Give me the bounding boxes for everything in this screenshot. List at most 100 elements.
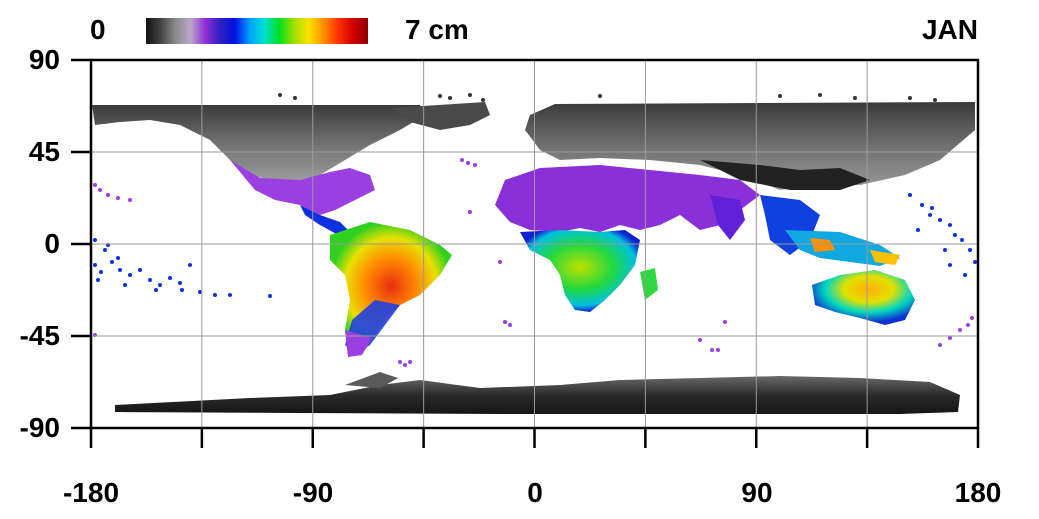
island-dot (938, 218, 942, 222)
island-dot (118, 268, 122, 272)
y-tick-label: -45 (19, 320, 60, 351)
island-dot (460, 158, 464, 162)
x-tick-label: 90 (741, 477, 773, 508)
island-dot (966, 323, 970, 327)
island-dot (228, 293, 232, 297)
island-dot (268, 294, 272, 298)
island-dot (973, 260, 977, 264)
island-dot (948, 223, 952, 227)
antarctica (115, 376, 960, 414)
island-dot (908, 96, 912, 100)
x-tick-label: 0 (527, 477, 543, 508)
island-dot (278, 93, 282, 97)
australia (812, 270, 915, 325)
island-dot (968, 248, 972, 252)
island-dot (128, 273, 132, 277)
island-dot (466, 161, 470, 165)
island-dot (598, 94, 602, 98)
island-dot (99, 270, 103, 274)
island-dot (953, 233, 957, 237)
island-dot (970, 316, 974, 320)
island-dot (716, 348, 720, 352)
island-dot (948, 263, 952, 267)
island-dot (933, 98, 937, 102)
island-dot (293, 96, 297, 100)
island-dot (438, 94, 442, 98)
island-dots (93, 93, 977, 367)
island-dot (116, 196, 120, 200)
island-dot (908, 193, 912, 197)
island-dot (154, 288, 158, 292)
island-dot (110, 260, 114, 264)
y-tick-label: 0 (44, 228, 60, 259)
madagascar (640, 268, 658, 300)
island-dot (178, 281, 182, 285)
north-africa-europe (495, 165, 760, 232)
island-dot (116, 256, 120, 260)
island-dot (93, 238, 97, 242)
eurasia-high-lat (525, 102, 975, 190)
grid-lines (91, 60, 978, 428)
island-dot (853, 96, 857, 100)
island-dot (498, 260, 502, 264)
island-dot (408, 360, 412, 364)
island-dot (398, 360, 402, 364)
island-dot (123, 283, 127, 287)
greenland (392, 102, 490, 130)
north-america-high-lat (92, 105, 425, 180)
island-dot (920, 203, 924, 207)
island-dot (943, 248, 947, 252)
island-dot (958, 328, 962, 332)
island-dot (473, 163, 477, 167)
island-dot (698, 338, 702, 342)
siberia-dark (700, 160, 870, 190)
island-dot (448, 96, 452, 100)
island-dot (168, 276, 172, 280)
island-dot (930, 206, 934, 210)
island-dot (928, 213, 932, 217)
north-america-south (230, 160, 375, 215)
y-tick-label: 45 (28, 136, 60, 167)
y-tick-label: 90 (28, 44, 60, 75)
axis-ticks (71, 58, 980, 448)
island-dot (723, 320, 727, 324)
africa (520, 230, 640, 312)
island-dot (818, 93, 822, 97)
island-dot (508, 323, 512, 327)
y-tick-label: -90 (19, 412, 60, 443)
island-dot (960, 238, 964, 242)
island-dot (158, 283, 162, 287)
island-dot (96, 278, 100, 282)
island-dot (213, 293, 217, 297)
island-dot (468, 210, 472, 214)
island-dot (180, 288, 184, 292)
island-dot (93, 183, 97, 187)
island-dot (778, 94, 782, 98)
colorbar (146, 18, 368, 44)
month-label: JAN (921, 14, 978, 45)
island-dot (710, 348, 714, 352)
scale-max-label: 7 cm (405, 14, 469, 45)
island-dot (188, 263, 192, 267)
new-guinea (870, 250, 900, 265)
island-dot (138, 268, 142, 272)
island-dot (916, 228, 920, 232)
patagonia (345, 330, 372, 357)
island-dot (106, 193, 110, 197)
island-dot (938, 343, 942, 347)
x-tick-label: -180 (62, 477, 120, 508)
island-dot (481, 98, 485, 102)
island-dot (103, 248, 107, 252)
antarctic-peninsula (345, 372, 398, 388)
island-dot (148, 278, 152, 282)
island-dot (503, 320, 507, 324)
maritime-core (810, 238, 835, 252)
x-tick-label: -90 (292, 477, 334, 508)
island-dot (128, 198, 132, 202)
south-asia (710, 195, 745, 240)
island-dot (98, 188, 102, 192)
land-fields (92, 102, 975, 414)
island-dot (468, 93, 472, 97)
x-tick-label: 180 (954, 477, 1002, 508)
